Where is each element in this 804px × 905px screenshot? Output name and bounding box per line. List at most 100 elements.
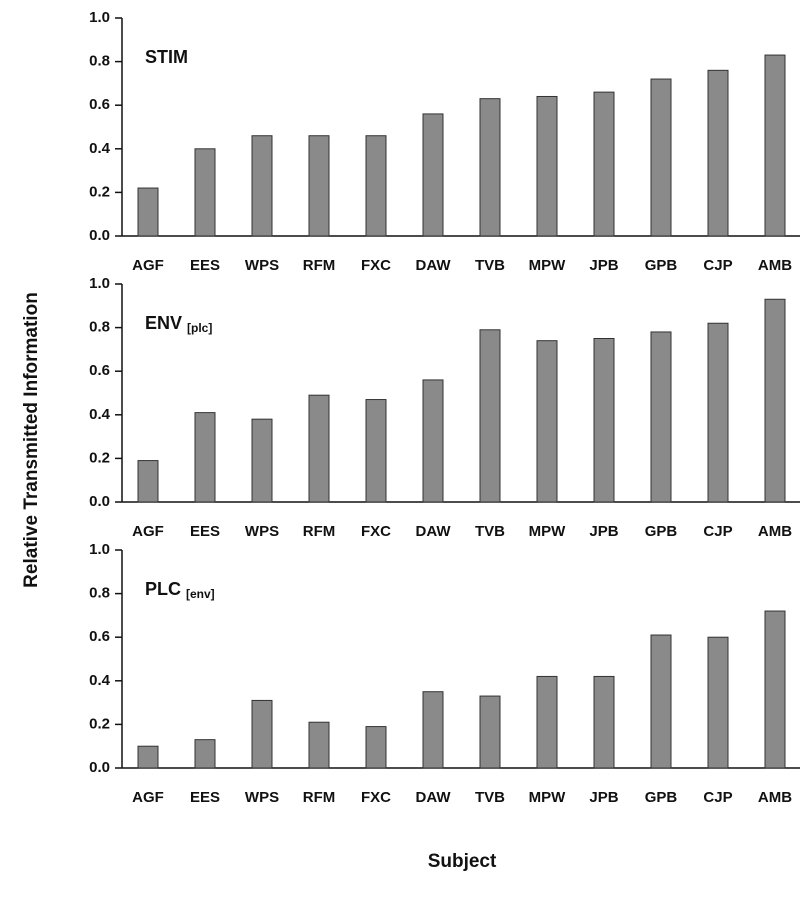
bar (479, 98, 501, 237)
x-tick-label: JPB (589, 523, 618, 540)
x-tick-label: MPW (529, 789, 567, 806)
bar (194, 412, 216, 503)
bar (707, 636, 729, 769)
y-tick-label: 0.6 (89, 96, 110, 113)
x-tick-label: GPB (645, 523, 678, 540)
bar (650, 634, 672, 769)
x-tick-label: AMB (758, 523, 792, 540)
bar (764, 54, 786, 237)
bar (593, 91, 615, 237)
x-tick-label: GPB (645, 257, 678, 274)
bar (365, 135, 387, 237)
bar (365, 399, 387, 503)
x-tick-label: EES (190, 789, 220, 806)
x-tick-label: TVB (475, 257, 505, 274)
bar (707, 69, 729, 237)
x-tick-label: MPW (529, 523, 567, 540)
bar (251, 699, 273, 769)
y-tick-label: 0.0 (89, 493, 110, 510)
bar (593, 675, 615, 769)
y-tick-label: 0.0 (89, 759, 110, 776)
x-tick-label: FXC (361, 257, 391, 274)
x-tick-label: JPB (589, 257, 618, 274)
x-tick-label: AGF (132, 523, 164, 540)
x-tick-label: FXC (361, 523, 391, 540)
panel-title: ENV [plc] (145, 313, 212, 335)
y-tick-label: 0.6 (89, 628, 110, 645)
bar (764, 610, 786, 769)
bar (308, 721, 330, 769)
bar (650, 78, 672, 237)
bar (137, 745, 159, 769)
bar (479, 695, 501, 769)
y-tick-label: 1.0 (89, 9, 110, 26)
bar (536, 95, 558, 237)
x-axis-label: Subject (428, 851, 497, 872)
panel-title-sub: [plc] (187, 321, 212, 335)
x-tick-label: EES (190, 523, 220, 540)
x-tick-label: AGF (132, 257, 164, 274)
x-tick-label: TVB (475, 789, 505, 806)
bar (650, 331, 672, 503)
bar (422, 379, 444, 503)
y-tick-label: 0.0 (89, 227, 110, 244)
x-tick-label: DAW (416, 523, 452, 540)
bar (308, 394, 330, 503)
bar (536, 340, 558, 503)
y-axis-label: Relative Transmitted Information (21, 292, 42, 588)
x-tick-label: WPS (245, 789, 279, 806)
x-tick-label: EES (190, 257, 220, 274)
x-tick-label: CJP (703, 523, 732, 540)
bar (536, 675, 558, 769)
x-tick-label: CJP (703, 789, 732, 806)
x-tick-label: GPB (645, 789, 678, 806)
x-tick-label: AMB (758, 789, 792, 806)
bar (137, 187, 159, 237)
panel-title-main: ENV (145, 313, 182, 333)
x-tick-label: FXC (361, 789, 391, 806)
y-tick-label: 1.0 (89, 541, 110, 558)
bar (422, 691, 444, 769)
x-tick-label: CJP (703, 257, 732, 274)
y-tick-label: 0.4 (89, 672, 111, 689)
y-tick-label: 0.4 (89, 140, 111, 157)
x-tick-label: MPW (529, 257, 567, 274)
bar (707, 322, 729, 503)
x-tick-label: DAW (416, 789, 452, 806)
bar (764, 298, 786, 503)
x-tick-label: JPB (589, 789, 618, 806)
x-tick-label: RFM (303, 257, 336, 274)
bar (137, 460, 159, 503)
bar (593, 338, 615, 503)
y-tick-label: 0.8 (89, 585, 110, 602)
panel-title-main: PLC (145, 579, 181, 599)
x-tick-label: WPS (245, 257, 279, 274)
y-tick-label: 0.4 (89, 406, 111, 423)
bar (422, 113, 444, 237)
x-tick-label: RFM (303, 523, 336, 540)
y-tick-label: 0.8 (89, 319, 110, 336)
x-tick-label: DAW (416, 257, 452, 274)
y-tick-label: 1.0 (89, 275, 110, 292)
y-tick-label: 0.2 (89, 183, 110, 200)
y-tick-label: 0.8 (89, 53, 110, 70)
x-tick-label: AGF (132, 789, 164, 806)
x-tick-label: AMB (758, 257, 792, 274)
panel-title: PLC [env] (145, 579, 215, 601)
x-tick-label: TVB (475, 523, 505, 540)
bar (479, 329, 501, 503)
panel-title-sub: [env] (186, 587, 215, 601)
bar (251, 135, 273, 237)
bar (308, 135, 330, 237)
bar (194, 148, 216, 237)
y-tick-label: 0.2 (89, 449, 110, 466)
y-tick-label: 0.6 (89, 362, 110, 379)
x-tick-label: WPS (245, 523, 279, 540)
bar (365, 726, 387, 769)
bar (194, 739, 216, 769)
y-tick-label: 0.2 (89, 715, 110, 732)
x-tick-label: RFM (303, 789, 336, 806)
panel-title: STIM (145, 47, 188, 67)
bar (251, 418, 273, 503)
